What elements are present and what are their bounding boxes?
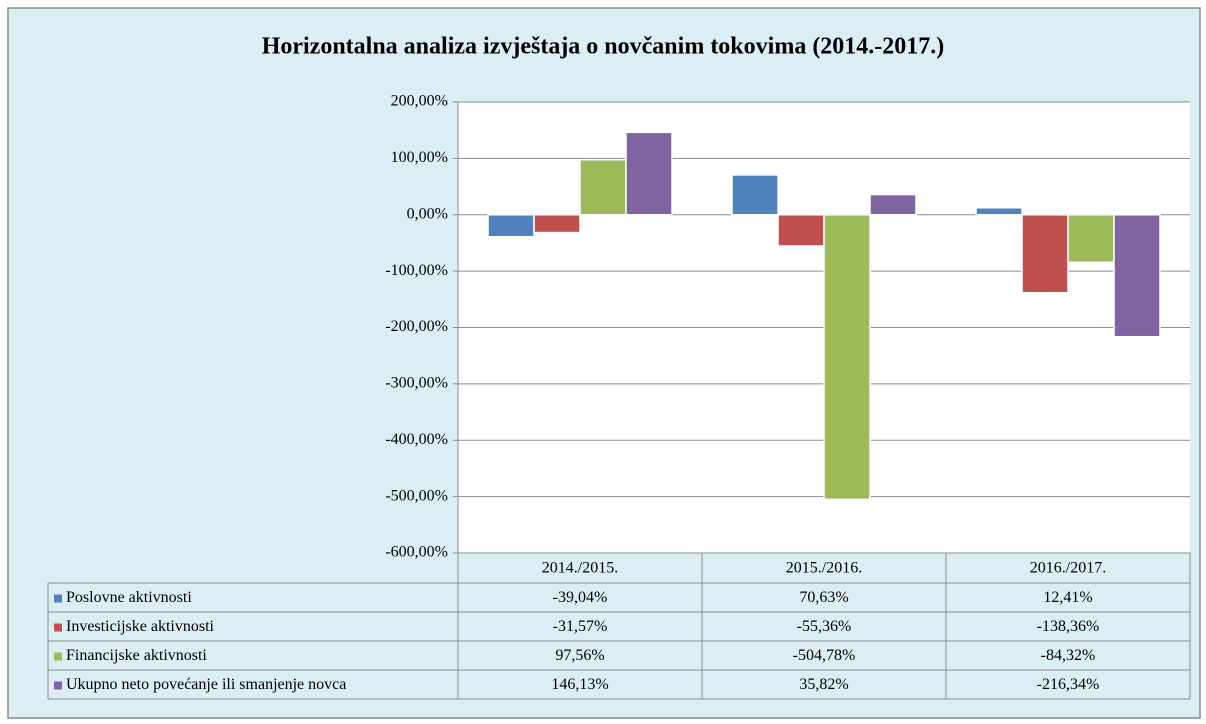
bar	[1113, 214, 1161, 338]
legend-label: Ukupno neto povećanje ili smanjenje novc…	[66, 676, 346, 693]
legend-swatch	[54, 594, 62, 603]
y-tick-label: -500,00%	[385, 487, 448, 504]
legend-swatch	[54, 652, 62, 661]
bar	[777, 214, 825, 247]
table-value: 70,63%	[799, 589, 848, 606]
table-value: -55,36%	[797, 618, 852, 635]
table-value: -216,34%	[1037, 676, 1100, 693]
table-value: 35,82%	[799, 676, 848, 693]
bar	[731, 174, 779, 216]
x-tick-label: 2015./2016.	[786, 560, 862, 577]
bar	[487, 214, 535, 238]
table-value: -84,32%	[1041, 647, 1096, 664]
legend-label: Investicijske aktivnosti	[66, 618, 215, 635]
table-value: 12,41%	[1043, 589, 1092, 606]
table-value: -31,57%	[553, 618, 608, 635]
table-value: -39,04%	[553, 589, 608, 606]
bar	[533, 214, 581, 234]
bar	[869, 193, 917, 216]
y-tick-label: -100,00%	[385, 262, 448, 279]
bar	[1067, 214, 1115, 264]
y-tick-label: -200,00%	[385, 318, 448, 335]
table-value: -504,78%	[793, 647, 856, 664]
y-tick-label: -600,00%	[385, 544, 448, 561]
bar	[1021, 214, 1069, 294]
bar	[975, 207, 1023, 216]
table-value: 97,56%	[555, 647, 604, 664]
table-value: -138,36%	[1037, 618, 1100, 635]
bar	[823, 214, 871, 501]
y-tick-label: -300,00%	[385, 375, 448, 392]
bar	[579, 159, 627, 216]
y-tick-label: 100,00%	[391, 149, 448, 166]
legend-label: Poslovne aktivnosti	[66, 589, 192, 606]
y-tick-label: 200,00%	[391, 93, 448, 110]
chart-title: Horizontalna analiza izvještaja o novčan…	[262, 34, 945, 60]
table-value: 146,13%	[551, 676, 608, 693]
x-tick-label: 2014./2015.	[542, 560, 618, 577]
legend-swatch	[54, 623, 62, 632]
x-tick-label: 2016./2017.	[1030, 560, 1106, 577]
legend-label: Financijske aktivnosti	[66, 647, 207, 664]
y-tick-label: 0,00%	[407, 205, 448, 222]
y-tick-label: -400,00%	[385, 431, 448, 448]
bar	[625, 131, 673, 216]
legend-swatch	[54, 681, 62, 690]
